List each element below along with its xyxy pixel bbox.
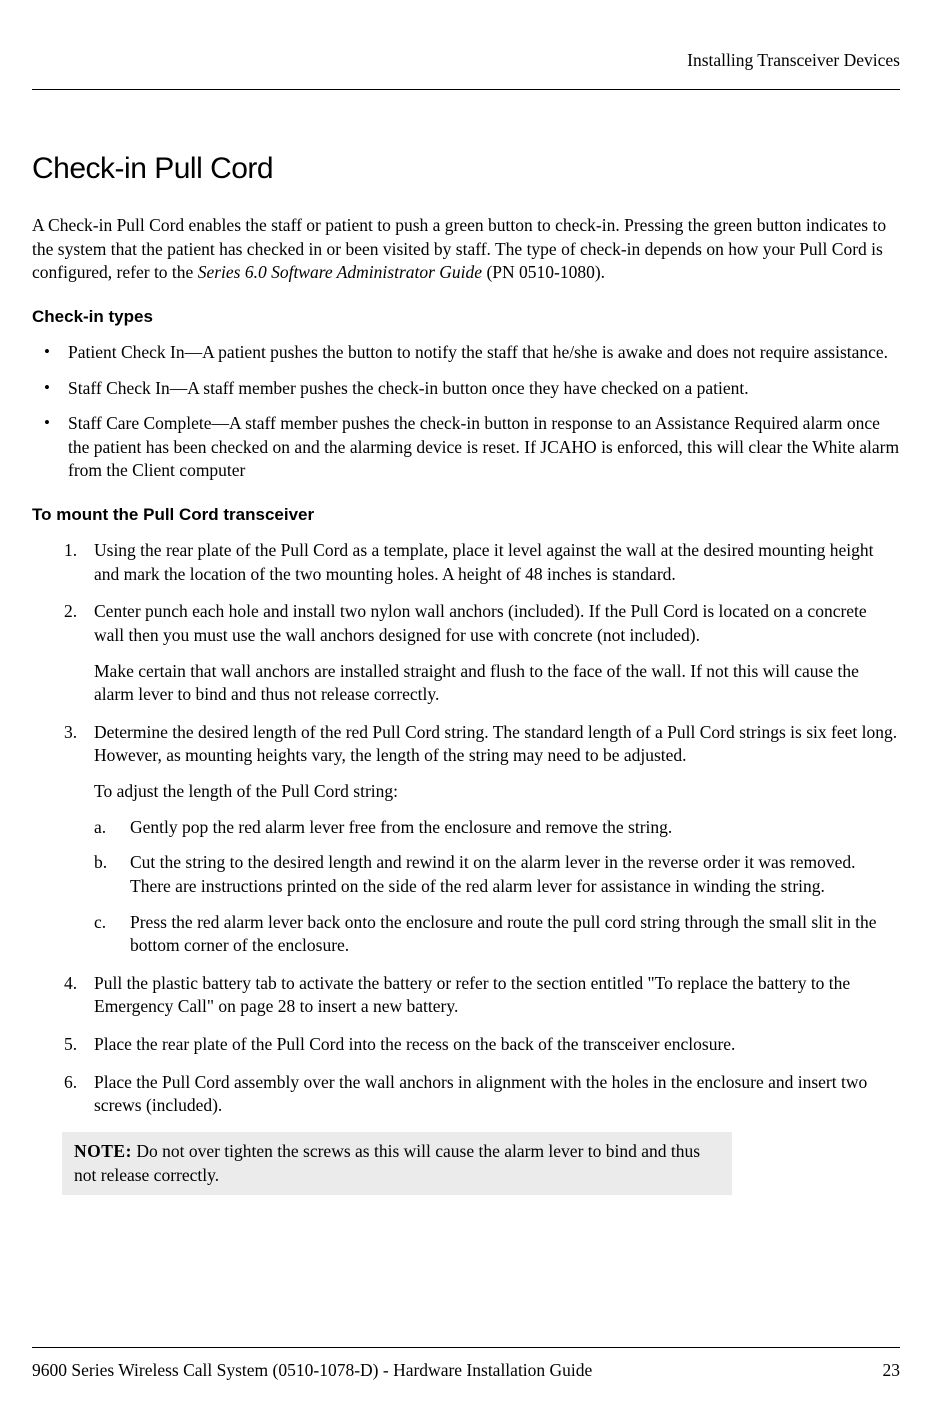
step-extra: To adjust the length of the Pull Cord st… bbox=[94, 780, 900, 804]
header-section-name: Installing Transceiver Devices bbox=[687, 50, 900, 70]
intro-text-3: (PN 0510-1080). bbox=[482, 262, 605, 282]
list-item: a. Gently pop the red alarm lever free f… bbox=[94, 816, 900, 840]
list-item: Determine the desired length of the red … bbox=[32, 721, 900, 958]
list-item: Center punch each hole and install two n… bbox=[32, 600, 900, 707]
page-header: Installing Transceiver Devices bbox=[32, 50, 900, 90]
checkin-types-heading: Check-in types bbox=[32, 307, 900, 327]
intro-text-italic: Series 6.0 Software Administrator Guide bbox=[198, 262, 482, 282]
step-text: Place the rear plate of the Pull Cord in… bbox=[94, 1034, 735, 1054]
page-footer: 9600 Series Wireless Call System (0510-1… bbox=[32, 1347, 900, 1381]
page-title: Check-in Pull Cord bbox=[32, 152, 900, 186]
mount-heading: To mount the Pull Cord transceiver bbox=[32, 505, 900, 525]
alpha-marker: b. bbox=[94, 851, 107, 875]
note-label: NOTE: bbox=[74, 1141, 132, 1161]
footer-left: 9600 Series Wireless Call System (0510-1… bbox=[32, 1360, 592, 1381]
list-item: Place the Pull Cord assembly over the wa… bbox=[32, 1071, 900, 1118]
step-text: Determine the desired length of the red … bbox=[94, 722, 897, 766]
note-box: NOTE: Do not over tighten the screws as … bbox=[62, 1132, 732, 1195]
list-item: Using the rear plate of the Pull Cord as… bbox=[32, 539, 900, 586]
note-text: Do not over tighten the screws as this w… bbox=[74, 1141, 700, 1185]
list-item: Place the rear plate of the Pull Cord in… bbox=[32, 1033, 900, 1057]
mount-steps-list: Using the rear plate of the Pull Cord as… bbox=[32, 539, 900, 1118]
sub-text: Gently pop the red alarm lever free from… bbox=[130, 817, 672, 837]
sub-text: Cut the string to the desired length and… bbox=[130, 852, 856, 896]
sub-text: Press the red alarm lever back onto the … bbox=[130, 912, 876, 956]
step-text: Center punch each hole and install two n… bbox=[94, 601, 867, 645]
list-item: Pull the plastic battery tab to activate… bbox=[32, 972, 900, 1019]
intro-paragraph: A Check-in Pull Cord enables the staff o… bbox=[32, 214, 900, 285]
list-item: Staff Check In—A staff member pushes the… bbox=[32, 377, 900, 401]
step-text: Using the rear plate of the Pull Cord as… bbox=[94, 540, 874, 584]
list-item: b. Cut the string to the desired length … bbox=[94, 851, 900, 898]
footer-page-number: 23 bbox=[883, 1360, 901, 1381]
checkin-types-list: Patient Check In—A patient pushes the bu… bbox=[32, 341, 900, 483]
list-item: c. Press the red alarm lever back onto t… bbox=[94, 911, 900, 958]
step-extra: Make certain that wall anchors are insta… bbox=[94, 660, 900, 707]
alpha-sublist: a. Gently pop the red alarm lever free f… bbox=[94, 816, 900, 958]
alpha-marker: a. bbox=[94, 816, 106, 840]
alpha-marker: c. bbox=[94, 911, 106, 935]
step-text: Place the Pull Cord assembly over the wa… bbox=[94, 1072, 867, 1116]
step-text: Pull the plastic battery tab to activate… bbox=[94, 973, 850, 1017]
list-item: Staff Care Complete—A staff member pushe… bbox=[32, 412, 900, 483]
list-item: Patient Check In—A patient pushes the bu… bbox=[32, 341, 900, 365]
